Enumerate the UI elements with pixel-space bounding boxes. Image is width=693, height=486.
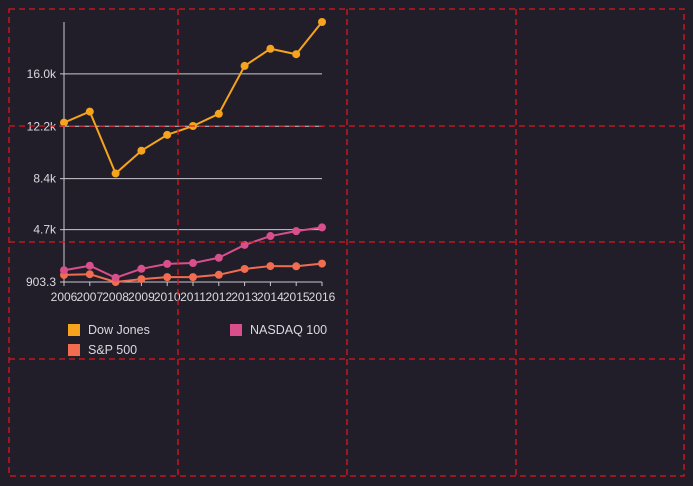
y-axis-tick-labels: 903.3 4.7k 8.4k 12.2k 16.0k bbox=[26, 67, 57, 289]
data-point-nasdaq-100[interactable] bbox=[137, 264, 146, 273]
legend-swatch-dow-jones bbox=[68, 324, 80, 336]
legend-item-nasdaq-100[interactable]: NASDAQ 100 bbox=[230, 323, 327, 337]
x-tick-label: 2011 bbox=[180, 290, 206, 304]
x-tick-label: 2010 bbox=[154, 290, 181, 304]
data-point-s-p-500[interactable] bbox=[189, 273, 197, 282]
data-point-s-p-500[interactable] bbox=[137, 275, 146, 284]
data-point-s-p-500[interactable] bbox=[85, 270, 94, 279]
data-point-dow-jones[interactable] bbox=[137, 146, 146, 155]
data-point-nasdaq-100[interactable] bbox=[60, 266, 68, 275]
legend-swatch-sp-500 bbox=[68, 344, 80, 356]
legend-label-dow-jones: Dow Jones bbox=[88, 323, 150, 337]
y-tick-label: 8.4k bbox=[33, 172, 57, 186]
data-point-nasdaq-100[interactable] bbox=[163, 259, 172, 268]
data-point-dow-jones[interactable] bbox=[292, 50, 301, 59]
x-tick-label: 2013 bbox=[231, 290, 258, 304]
grid-lines bbox=[64, 73, 322, 231]
data-point-nasdaq-100[interactable] bbox=[240, 240, 249, 249]
data-point-nasdaq-100[interactable] bbox=[111, 273, 120, 282]
series-layer bbox=[60, 18, 326, 286]
legend-item-dow-jones[interactable]: Dow Jones bbox=[68, 323, 150, 337]
series-line-nasdaq-100 bbox=[63, 226, 323, 279]
data-point-dow-jones[interactable] bbox=[85, 107, 94, 116]
data-point-dow-jones[interactable] bbox=[214, 109, 223, 118]
x-tick-label: 2012 bbox=[205, 290, 232, 304]
data-point-s-p-500[interactable] bbox=[318, 259, 326, 268]
y-tick-label: 903.3 bbox=[26, 275, 56, 289]
data-point-dow-jones[interactable] bbox=[266, 44, 275, 53]
data-point-nasdaq-100[interactable] bbox=[292, 227, 301, 236]
y-tick-label: 12.2k bbox=[27, 119, 57, 133]
x-tick-label: 2008 bbox=[102, 290, 129, 304]
data-point-nasdaq-100[interactable] bbox=[214, 253, 223, 262]
data-point-s-p-500[interactable] bbox=[240, 264, 249, 273]
legend-swatch-nasdaq-100 bbox=[230, 324, 242, 336]
x-tick-label: 2016 bbox=[309, 290, 336, 304]
legend-item-sp-500[interactable]: S&P 500 bbox=[68, 343, 137, 357]
x-tick-label: 2014 bbox=[257, 290, 284, 304]
data-point-nasdaq-100[interactable] bbox=[266, 232, 275, 241]
x-tick-label: 2006 bbox=[51, 290, 78, 304]
data-point-dow-jones[interactable] bbox=[189, 122, 197, 131]
x-axis-tick-labels: 2006 2007 2008 2009 2010 2011 2012 2013 2014 2015… bbox=[51, 290, 336, 304]
data-point-nasdaq-100[interactable] bbox=[318, 223, 326, 232]
data-point-dow-jones[interactable] bbox=[60, 118, 68, 127]
y-tick-label: 4.7k bbox=[33, 223, 57, 237]
data-point-dow-jones[interactable] bbox=[240, 61, 249, 70]
axes bbox=[60, 22, 323, 286]
data-point-dow-jones[interactable] bbox=[318, 18, 326, 26]
legend: Dow Jones NASDAQ 100 S&P 500 bbox=[68, 323, 368, 363]
data-point-s-p-500[interactable] bbox=[292, 262, 301, 271]
data-point-s-p-500[interactable] bbox=[214, 270, 223, 279]
y-tick-label: 16.0k bbox=[27, 67, 57, 81]
data-point-dow-jones[interactable] bbox=[111, 169, 120, 178]
legend-label-sp-500: S&P 500 bbox=[88, 343, 138, 357]
x-tick-label: 2015 bbox=[283, 290, 310, 304]
data-point-s-p-500[interactable] bbox=[266, 262, 275, 271]
series-line-dow-jones bbox=[63, 21, 323, 175]
data-point-dow-jones[interactable] bbox=[163, 130, 172, 139]
legend-label-nasdaq-100: NASDAQ 100 bbox=[250, 323, 328, 337]
x-tick-label: 2007 bbox=[76, 290, 103, 304]
data-point-s-p-500[interactable] bbox=[163, 273, 172, 282]
data-point-nasdaq-100[interactable] bbox=[189, 259, 197, 268]
x-tick-label: 2009 bbox=[128, 290, 155, 304]
data-point-nasdaq-100[interactable] bbox=[85, 261, 94, 270]
